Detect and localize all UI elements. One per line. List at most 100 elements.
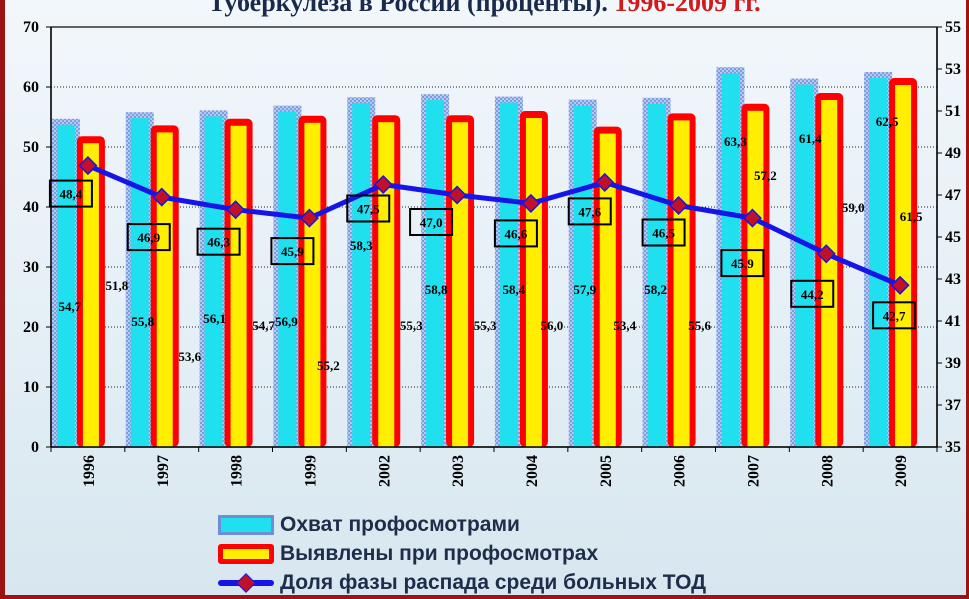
bar-coverage [56, 124, 75, 448]
frame-bottom-border [0, 595, 969, 599]
decay-point [299, 208, 319, 228]
legend-item-detected: Выявлены при профосмотрах [218, 539, 706, 568]
decay-point [816, 244, 836, 264]
legend-label-detected: Выявлены при профосмотрах [280, 541, 599, 565]
decay-point [152, 187, 172, 207]
data-label-detected: 61,5 [900, 209, 923, 224]
y-right-tick-label: 53 [945, 61, 961, 78]
legend-label-decay: Доля фазы распада среди больных ТОД [280, 570, 707, 594]
y-right-tick-label: 51 [945, 103, 961, 120]
y-left-tick-label: 0 [31, 439, 39, 456]
frame-right-border [966, 0, 969, 599]
bar-coverage [499, 102, 518, 447]
data-label-coverage: 56,1 [203, 311, 226, 326]
decay-point [226, 200, 246, 220]
bar-coverage [573, 105, 592, 447]
decay-point [373, 174, 393, 195]
data-label-decay: 48,4 [60, 187, 83, 202]
data-label-decay: 46,9 [137, 230, 160, 245]
x-category-label: 1999 [302, 455, 319, 487]
data-label-detected: 53,6 [178, 349, 201, 364]
data-label-decay: 47,0 [420, 215, 443, 230]
data-label-decay-box [567, 197, 612, 226]
chart-title-text: Туберкулеза в России (проценты). [208, 0, 608, 17]
bar-detected [821, 100, 838, 447]
bar-detected [156, 132, 173, 447]
data-label-decay-box [196, 227, 241, 256]
data-label-coverage: 56,9 [275, 314, 298, 329]
bar-coverage [426, 100, 445, 447]
bar-coverage [130, 118, 149, 447]
y-left-tick-label: 50 [23, 139, 39, 156]
bar-detected [304, 122, 321, 448]
data-label-detected: 57,2 [754, 168, 777, 183]
bar-coverage [721, 73, 740, 447]
data-label-detected: 56,0 [541, 318, 564, 333]
data-label-decay-box [346, 194, 391, 223]
data-label-decay-box [126, 223, 171, 252]
data-label-decay-box [493, 219, 538, 248]
y-right-tick-label: 39 [945, 355, 961, 372]
bar-detected [747, 110, 764, 448]
y-right-tick-label: 41 [945, 313, 961, 330]
y-left-tick-label: 30 [23, 259, 39, 276]
bar-detected [525, 118, 542, 447]
x-category-label: 2002 [376, 455, 393, 487]
line-layer [78, 156, 910, 295]
y-right-tick-label: 49 [945, 145, 961, 162]
data-label-decay: 46,3 [207, 235, 230, 250]
data-label-detected: 59,0 [842, 200, 865, 215]
data-label-decay-box [409, 208, 454, 236]
decay-point [447, 185, 467, 205]
decay-point [595, 172, 615, 192]
data-label-decay-box [790, 279, 835, 308]
legend-item-decay: Доля фазы распада среди больных ТОД [218, 568, 706, 597]
legend-label-coverage: Охват профосмотрами [280, 512, 520, 536]
frame-left-border [0, 0, 5, 599]
decay-point [669, 195, 689, 216]
data-label-coverage: 63,3 [724, 134, 747, 149]
bar-coverage [278, 111, 297, 447]
bars-layer [51, 67, 918, 448]
x-category-label: 2006 [672, 455, 689, 487]
x-category-label: 1997 [155, 455, 172, 487]
x-category-label: 2005 [598, 455, 615, 487]
bar-coverage [204, 116, 223, 448]
data-label-decay: 44,2 [801, 287, 824, 302]
data-label-coverage: 58,4 [503, 282, 526, 297]
bar-coverage [352, 103, 371, 447]
x-category-label: 2003 [450, 455, 467, 487]
bar-coverage [795, 84, 814, 447]
decay-point [78, 156, 98, 176]
data-label-decay-box [641, 218, 686, 247]
y-left-tick-label: 60 [23, 79, 39, 96]
bar-coverage [647, 103, 666, 448]
axes-layer: 0 10 20 30 40 50 60 70 35 37 39 41 43 45 47 49 51 53 55 199… [23, 19, 961, 487]
data-label-decay: 45,9 [281, 244, 304, 259]
labels-layer: 54,751,855,853,656,1 54,7 56,955,258,355,3… [48, 114, 923, 373]
data-label-decay-box [720, 249, 765, 278]
bar-detected [673, 120, 690, 448]
bar-detected [452, 122, 469, 447]
data-label-coverage: 58,8 [425, 282, 448, 297]
y-right-tick-label: 35 [945, 439, 961, 456]
x-category-label: 1996 [81, 455, 98, 487]
y-right-tick-label: 37 [945, 397, 961, 414]
data-label-decay: 42,7 [883, 308, 906, 323]
data-label-detected: 51,8 [106, 278, 129, 293]
y-right-tick-label: 47 [945, 187, 961, 204]
legend-item-coverage: Охват профосмотрами [218, 510, 706, 539]
data-label-coverage: 54,7 [59, 299, 82, 314]
data-label-detected: 55,3 [400, 318, 423, 333]
x-category-label: 1998 [229, 455, 246, 487]
data-label-coverage: 62,5 [876, 114, 899, 129]
chart-title-years: 1996-2009 гг. [614, 0, 761, 17]
data-label-detected: 55,6 [688, 318, 711, 333]
data-label-decay: 46,6 [505, 226, 528, 241]
data-label-decay-box [872, 301, 917, 330]
bar-detected [230, 125, 247, 448]
y-left-tick-label: 20 [23, 319, 39, 336]
y-left-tick-label: 40 [23, 199, 39, 216]
bar-detected [895, 85, 912, 447]
